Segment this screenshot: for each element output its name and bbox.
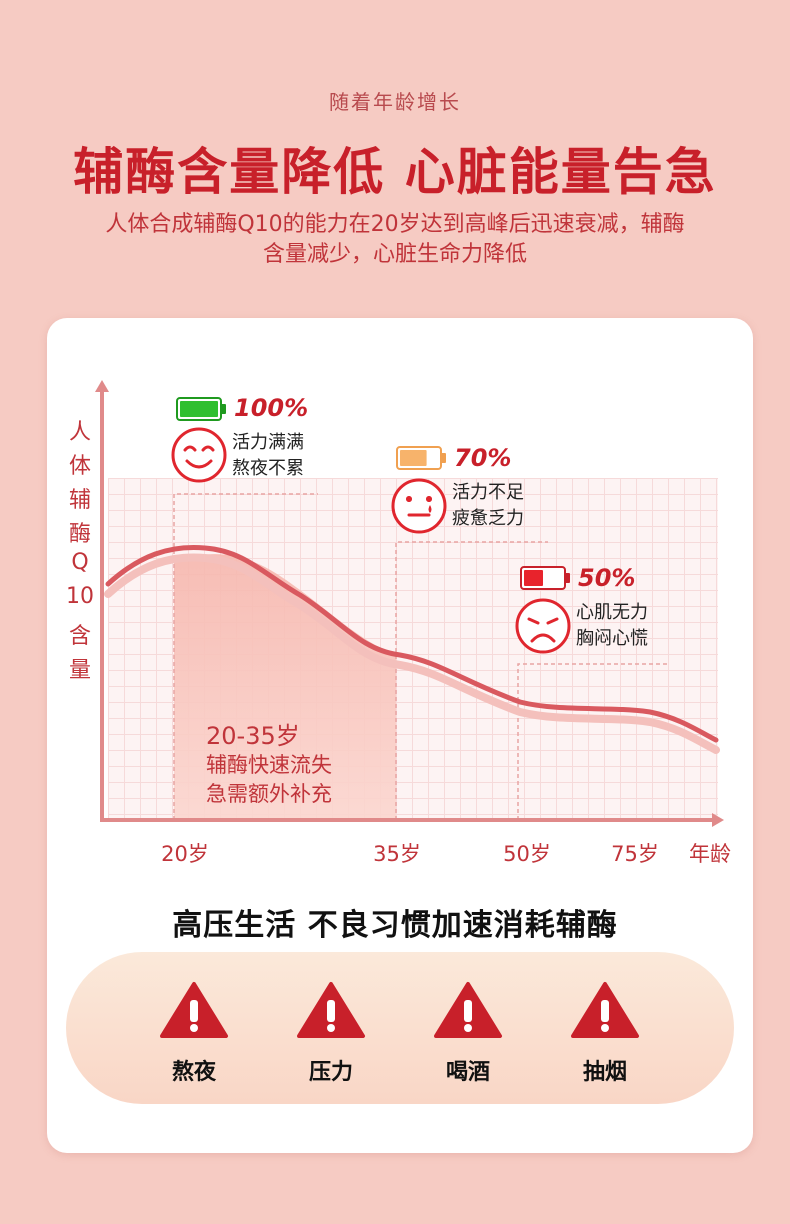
stage-percent-70: 70% bbox=[454, 444, 512, 472]
page-description: 人体合成辅酶Q10的能力在20岁达到高峰后迅速衰减，辅酶 含量减少，心脏生命力降… bbox=[0, 210, 790, 270]
habit-label: 抽烟 bbox=[582, 1060, 627, 1085]
x-axis-label: 年龄 bbox=[689, 842, 731, 866]
zone-line-2: 急需额外补充 bbox=[206, 782, 332, 806]
x-tick-50: 50岁 bbox=[503, 842, 551, 866]
ylabel-char-7: 含 bbox=[68, 624, 91, 649]
stage-3-status-line2: 胸闷心慌 bbox=[576, 628, 648, 649]
habit-drinking: 喝酒 bbox=[423, 980, 513, 1086]
ylabel-char-3: 辅 bbox=[68, 488, 91, 513]
description-line-2: 含量减少，心脏生命力降低 bbox=[262, 242, 527, 267]
x-tick-75: 75岁 bbox=[611, 842, 659, 866]
habits-title: 高压生活 不良习惯加速消耗辅酶 bbox=[172, 908, 618, 943]
stage-2-status: 活力不足 疲惫乏力 bbox=[452, 480, 524, 532]
tired-face-icon bbox=[391, 478, 447, 534]
ylabel-char-1: 人 bbox=[68, 420, 91, 445]
sad-face-icon bbox=[515, 598, 571, 654]
guide-100 bbox=[173, 493, 318, 820]
ylabel-char-6: 10 bbox=[66, 584, 94, 609]
coq10-curve bbox=[105, 545, 719, 743]
x-tick-35: 35岁 bbox=[373, 842, 421, 866]
stage-3-status: 心肌无力 胸闷心慌 bbox=[576, 600, 648, 652]
zone-range: 20-35岁 bbox=[206, 722, 300, 750]
fast-loss-zone bbox=[174, 554, 396, 820]
habit-label: 喝酒 bbox=[445, 1060, 490, 1085]
y-axis-arrow bbox=[95, 380, 109, 392]
ylabel-char-8: 量 bbox=[68, 658, 91, 683]
guide-50 bbox=[517, 663, 670, 820]
x-axis-arrow bbox=[712, 813, 724, 827]
battery-low-icon bbox=[520, 566, 570, 590]
stage-3-status-line1: 心肌无力 bbox=[576, 602, 648, 623]
warning-icon bbox=[297, 982, 365, 1038]
ylabel-char-2: 体 bbox=[68, 454, 91, 479]
habit-stay-up-late: 熬夜 bbox=[149, 980, 239, 1086]
happy-face-icon bbox=[171, 427, 227, 483]
page-title: 辅酶含量降低 心脏能量告急 bbox=[73, 143, 717, 201]
warning-icon bbox=[434, 982, 502, 1038]
habit-label: 压力 bbox=[308, 1060, 353, 1085]
zone-line-1: 辅酶快速流失 bbox=[206, 753, 332, 777]
stage-percent-50: 50% bbox=[578, 564, 636, 592]
stage-2-status-line2: 疲惫乏力 bbox=[452, 508, 524, 529]
stage-percent-100: 100% bbox=[234, 394, 309, 422]
curve-shadow bbox=[104, 553, 720, 754]
stage-2-status-line1: 活力不足 bbox=[452, 482, 524, 503]
ylabel-char-4: 酶 bbox=[68, 522, 91, 547]
description-line-1: 人体合成辅酶Q10的能力在20岁达到高峰后迅速衰减，辅酶 bbox=[105, 212, 685, 237]
battery-medium-icon bbox=[396, 446, 446, 470]
warning-icon bbox=[571, 982, 639, 1038]
page-subtitle: 随着年龄增长 bbox=[329, 90, 461, 114]
habit-smoking: 抽烟 bbox=[560, 980, 650, 1086]
stage-1-status-line2: 熬夜不累 bbox=[232, 458, 304, 479]
battery-full-icon bbox=[176, 397, 226, 421]
stage-1-status: 活力满满 熬夜不累 bbox=[232, 430, 304, 482]
stage-1-status-line1: 活力满满 bbox=[232, 432, 304, 453]
warning-icon bbox=[160, 982, 228, 1038]
habit-pressure: 压力 bbox=[286, 980, 376, 1086]
ylabel-char-5: Q bbox=[71, 550, 89, 575]
guide-70 bbox=[395, 541, 548, 820]
zone-annotation: 20-35岁 辅酶快速流失 急需额外补充 bbox=[206, 716, 376, 809]
habit-label: 熬夜 bbox=[171, 1060, 216, 1085]
x-tick-20: 20岁 bbox=[161, 842, 209, 866]
